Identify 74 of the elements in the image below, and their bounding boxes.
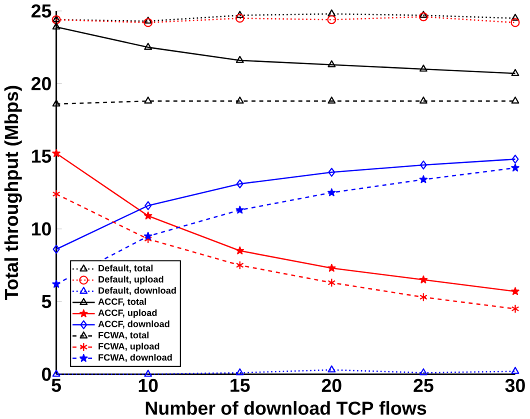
point (328, 96, 336, 104)
point (419, 275, 428, 284)
point (235, 14, 244, 23)
point (328, 168, 336, 177)
legend-label: FCWA, upload (98, 342, 160, 352)
x-tick-label: 5 (52, 378, 61, 392)
point (144, 211, 152, 220)
point (511, 304, 520, 314)
point (52, 189, 60, 198)
point (52, 370, 60, 377)
point (52, 280, 60, 288)
y-axis-title: Total throughput (Mbps) (4, 86, 22, 300)
point (52, 148, 60, 157)
point (328, 9, 336, 16)
point (328, 60, 336, 68)
y-tick-label: 5 (42, 294, 52, 308)
legend-label: Default, total (98, 264, 153, 273)
y-tick-label: 15 (32, 150, 52, 163)
point (419, 10, 428, 18)
point (419, 64, 428, 72)
point (236, 56, 244, 63)
point (327, 15, 336, 24)
point (236, 246, 244, 254)
point (328, 278, 336, 288)
point (144, 96, 152, 104)
legend-label: FCWA, total (98, 332, 148, 340)
x-tick-label: 10 (138, 378, 158, 392)
point (236, 96, 244, 104)
x-tick-label: 25 (414, 378, 434, 392)
y-tick-label: 25 (31, 4, 52, 18)
point (511, 68, 520, 76)
legend-label: FCWA, download (98, 354, 172, 362)
point (144, 42, 152, 50)
point (236, 260, 244, 270)
legend-label: ACCF, total (98, 298, 146, 306)
point (419, 175, 428, 184)
x-tick-label: 30 (505, 378, 525, 392)
y-tick-label: 10 (32, 222, 51, 236)
legend-label: Default, upload (98, 276, 164, 284)
point (511, 96, 520, 104)
point (52, 244, 60, 254)
point (236, 179, 244, 188)
point (236, 368, 244, 376)
x-tick-label: 15 (230, 378, 250, 392)
point (511, 366, 520, 374)
point (236, 10, 244, 18)
point (236, 206, 244, 214)
point (419, 96, 428, 104)
point (512, 154, 519, 164)
point (511, 14, 520, 21)
y-tick-label: 0 (42, 368, 51, 381)
point (52, 22, 60, 30)
point (511, 287, 520, 295)
point (144, 232, 152, 240)
point (511, 164, 520, 172)
legend-label: Default, download (98, 286, 176, 295)
point (328, 188, 336, 196)
point (418, 12, 428, 22)
x-axis-title: Number of download TCP flows (146, 400, 426, 415)
x-tick-label: 20 (322, 378, 342, 392)
point (419, 368, 428, 376)
point (52, 99, 60, 106)
legend-label: ACCF, download (98, 320, 170, 328)
point (144, 18, 153, 28)
legend-label: ACCF, upload (98, 309, 157, 318)
point (328, 365, 336, 372)
point (144, 370, 152, 377)
y-tick-label: 20 (31, 76, 51, 90)
point (144, 201, 152, 210)
point (420, 160, 427, 170)
point (328, 264, 336, 272)
point (510, 18, 520, 28)
point (144, 16, 152, 24)
point (419, 292, 428, 302)
